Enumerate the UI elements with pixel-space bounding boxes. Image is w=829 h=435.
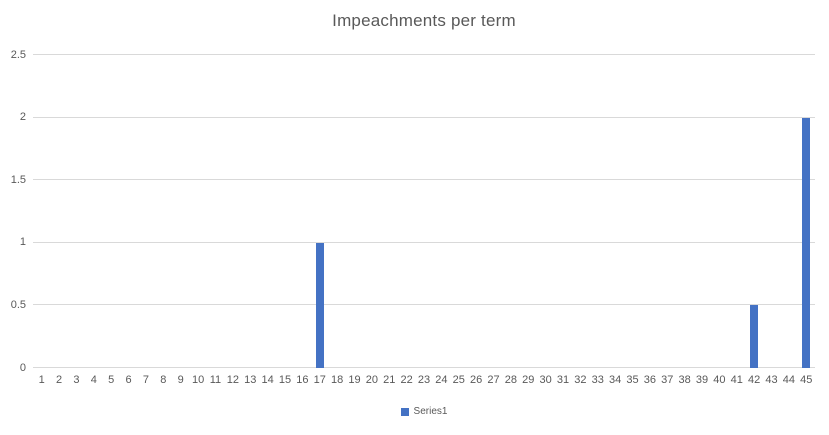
gridline: [33, 54, 815, 55]
gridline: [33, 179, 815, 181]
legend[interactable]: Series1: [33, 406, 815, 417]
x-axis-tick-label: 45: [800, 374, 813, 386]
x-axis-tick-label: 4: [90, 374, 97, 386]
legend-series-label: Series1: [413, 406, 448, 417]
y-axis-tick-label: 1.5: [10, 173, 26, 186]
x-axis-tick-label: 35: [626, 374, 639, 386]
x-axis-tick-label: 6: [125, 374, 132, 386]
x-axis-tick-label: 25: [452, 374, 465, 386]
x-axis-tick-label: 11: [209, 374, 222, 386]
x-axis-tick-label: 17: [313, 374, 326, 386]
gridline: [33, 304, 815, 306]
x-axis-tick-label: 29: [522, 374, 535, 386]
x-axis-tick-label: 19: [348, 374, 361, 386]
x-axis-tick-label: 20: [365, 374, 378, 386]
x-axis-tick-label: 38: [678, 374, 691, 386]
x-axis-tick-label: 14: [261, 374, 274, 386]
x-axis-tick-label: 37: [661, 374, 674, 386]
x-axis-tick-label: 34: [609, 374, 622, 386]
x-axis-line: [33, 367, 815, 368]
x-axis-tick-label: 8: [160, 374, 167, 386]
x-axis-tick-label: 18: [330, 374, 344, 386]
bar[interactable]: [750, 305, 759, 368]
y-axis-tick-label: 2.5: [10, 48, 26, 61]
x-axis-tick-label: 12: [226, 374, 239, 386]
x-axis-tick-label: 10: [191, 374, 205, 386]
y-axis-tick-label: 0: [19, 361, 26, 374]
x-axis-tick-label: 28: [504, 374, 517, 386]
x-axis-tick-label: 33: [591, 374, 604, 386]
x-axis-tick-label: 39: [695, 374, 709, 386]
gridline: [33, 241, 815, 243]
x-axis-tick-label: 7: [142, 374, 150, 386]
x-axis-tick-label: 9: [177, 374, 184, 386]
x-axis-tick-label: 24: [435, 374, 448, 386]
x-axis-tick-label: 1: [38, 374, 45, 386]
x-axis-tick-label: 27: [487, 374, 500, 386]
x-axis-tick-label: 40: [713, 374, 726, 386]
x-axis-tick-label: 41: [730, 374, 743, 386]
bar[interactable]: [315, 242, 324, 368]
x-axis-tick-label: 5: [108, 374, 115, 386]
bar[interactable]: [802, 117, 811, 368]
y-axis-tick-label: 0.5: [10, 298, 26, 311]
x-axis-tick-label: 21: [383, 374, 396, 386]
x-axis-tick-label: 22: [400, 374, 413, 386]
x-axis-tick-label: 2: [56, 374, 63, 386]
x-axis-tick-label: 31: [556, 374, 570, 386]
x-axis-tick-label: 26: [470, 374, 483, 386]
legend-swatch-icon: [400, 407, 409, 416]
x-axis-tick-label: 43: [765, 374, 778, 386]
y-axis-tick-label: 1: [19, 236, 26, 249]
x-axis-tick-label: 15: [278, 374, 292, 386]
x-axis-tick-label: 44: [782, 374, 796, 386]
gridline: [33, 116, 815, 118]
x-axis-tick-label: 23: [417, 374, 431, 386]
x-axis-tick-label: 3: [73, 374, 80, 386]
y-axis-tick-label: 2: [19, 111, 26, 124]
x-axis-tick-label: 16: [296, 374, 309, 386]
x-axis-tick-label: 42: [748, 374, 761, 386]
plot-area: [33, 54, 815, 368]
chart-title: Impeachments per term: [332, 11, 516, 30]
x-axis-tick-label: 32: [574, 374, 587, 386]
x-axis-tick-label: 30: [539, 374, 552, 386]
x-axis-tick-label: 36: [643, 374, 657, 386]
x-axis-tick-label: 13: [244, 374, 257, 386]
